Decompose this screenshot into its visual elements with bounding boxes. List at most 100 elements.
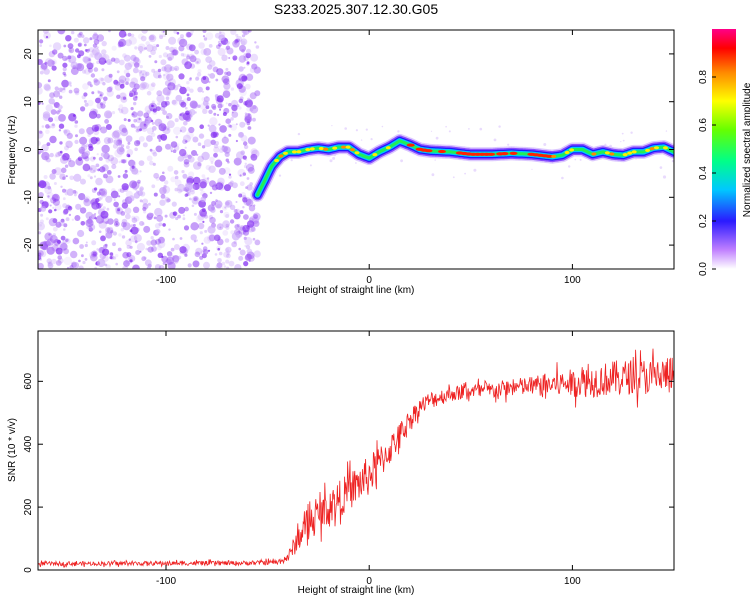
noise-dot — [151, 132, 156, 137]
noise-dot — [197, 155, 204, 163]
noise-dot — [218, 123, 221, 126]
noise-dot — [162, 33, 167, 38]
noise-dot — [194, 251, 201, 258]
noise-dot — [199, 124, 204, 129]
noise-dot — [40, 63, 48, 70]
noise-dot — [46, 246, 55, 255]
noise-dot — [151, 125, 157, 131]
noise-dot — [141, 30, 148, 34]
noise-dot — [62, 203, 68, 209]
noise-dot — [192, 136, 199, 143]
noise-dot — [230, 123, 238, 131]
noise-dot — [242, 224, 250, 233]
noise-dot — [177, 155, 184, 162]
noise-dot — [246, 62, 250, 66]
noise-dot — [133, 125, 137, 129]
noise-dot — [561, 176, 564, 180]
noise-dot — [160, 194, 166, 199]
noise-dot — [210, 131, 217, 139]
noise-dot — [178, 38, 188, 48]
noise-dot — [247, 30, 252, 33]
noise-dot — [239, 181, 245, 187]
noise-dot — [225, 225, 230, 230]
noise-dot — [155, 145, 163, 153]
noise-dot — [91, 124, 100, 132]
noise-dot — [84, 68, 91, 75]
noise-dot — [142, 142, 148, 148]
noise-dot — [84, 156, 90, 162]
noise-dot — [91, 240, 97, 246]
noise-dot — [202, 76, 207, 80]
noise-dot — [88, 47, 95, 53]
noise-dot — [68, 47, 75, 54]
noise-dot — [175, 135, 179, 139]
noise-dot — [51, 65, 57, 71]
noise-dot — [67, 43, 74, 49]
noise-dot — [151, 184, 156, 189]
noise-dot — [47, 59, 55, 67]
noise-dot — [233, 212, 241, 220]
noise-dot — [133, 223, 136, 227]
noise-dot — [160, 101, 168, 108]
noise-dot — [185, 86, 191, 92]
noise-dot — [223, 211, 230, 218]
noise-dot — [201, 174, 206, 179]
noise-dot — [215, 182, 224, 191]
ridge-hotspot — [663, 146, 668, 150]
noise-dot — [250, 153, 258, 161]
noise-dot — [238, 106, 242, 110]
noise-dot — [162, 223, 166, 227]
noise-dot — [119, 109, 124, 114]
noise-dot — [146, 110, 151, 115]
noise-dot — [106, 59, 113, 66]
noise-dot — [216, 203, 222, 210]
noise-dot — [167, 82, 176, 91]
noise-dot — [109, 256, 113, 260]
noise-dot — [169, 211, 177, 219]
noise-dot — [219, 148, 224, 153]
noise-dot — [171, 201, 177, 207]
noise-dot — [464, 172, 466, 175]
noise-dot — [126, 252, 132, 258]
noise-dot — [112, 231, 117, 236]
noise-dot — [146, 90, 152, 96]
noise-dot — [141, 125, 148, 132]
noise-dot — [146, 44, 154, 52]
noise-dot — [186, 55, 191, 60]
noise-dot — [125, 213, 131, 220]
noise-dot — [231, 232, 240, 241]
noise-dot — [172, 237, 175, 241]
noise-dot — [184, 206, 189, 212]
noise-dot — [226, 250, 231, 255]
noise-dot — [210, 207, 216, 213]
noise-dot — [184, 253, 188, 257]
noise-dot — [225, 223, 229, 228]
noise-dot — [192, 176, 201, 185]
noise-dot — [215, 199, 218, 202]
noise-dot — [208, 109, 213, 115]
noise-dot — [38, 222, 45, 231]
ridge-hotspot — [654, 146, 659, 150]
noise-dot — [252, 117, 256, 122]
noise-dot — [239, 210, 244, 215]
noise-dot — [93, 39, 100, 45]
noise-dot — [244, 254, 252, 262]
noise-dot — [207, 73, 210, 76]
noise-dot — [197, 162, 202, 167]
noise-dot — [228, 173, 232, 176]
noise-dot — [244, 112, 247, 115]
noise-dot — [45, 129, 50, 135]
y-tick-label: 600 — [23, 373, 34, 390]
noise-dot — [51, 123, 55, 127]
noise-dot — [190, 30, 194, 34]
noise-dot — [166, 91, 171, 96]
noise-dot — [238, 98, 244, 104]
noise-dot — [244, 113, 252, 121]
noise-dot — [153, 192, 158, 197]
noise-dot — [217, 258, 222, 263]
noise-dot — [235, 33, 239, 37]
noise-dot — [118, 233, 122, 237]
noise-dot — [170, 176, 177, 183]
noise-dot — [111, 164, 117, 170]
noise-dot — [83, 197, 90, 203]
